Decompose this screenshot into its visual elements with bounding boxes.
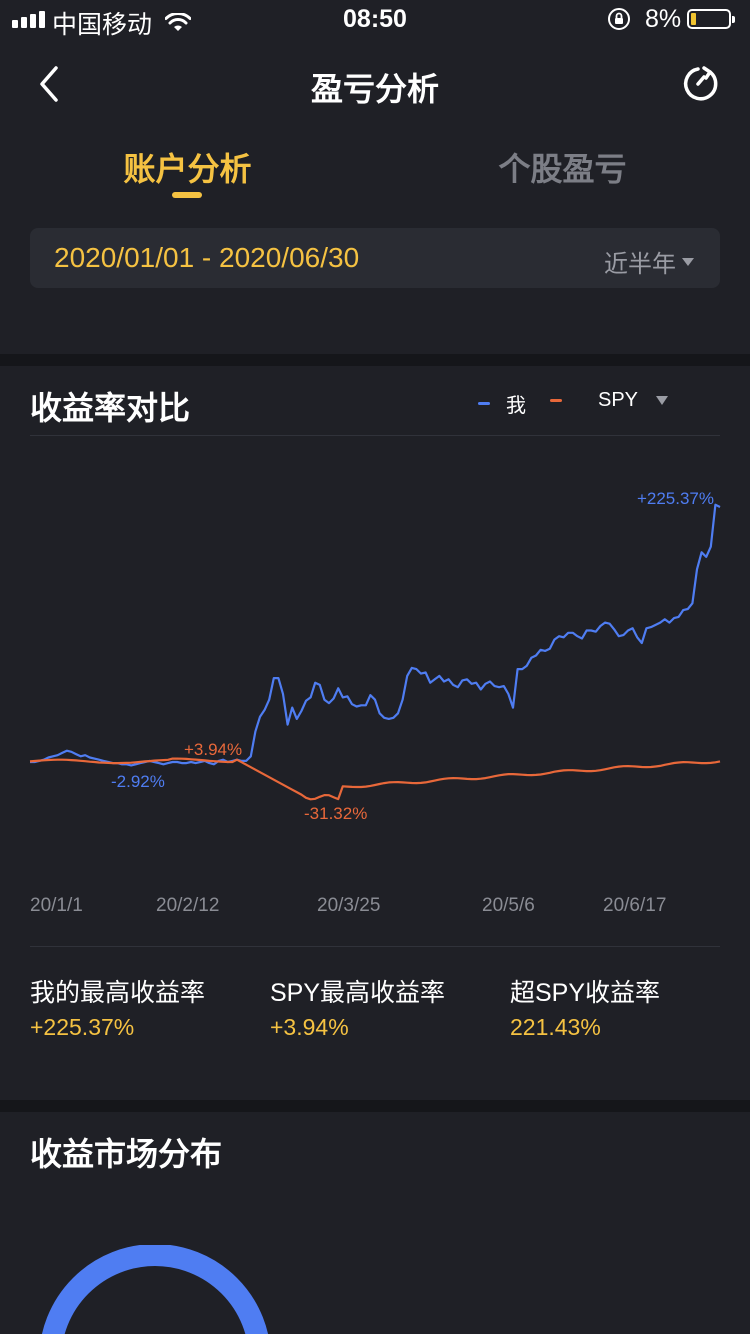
tab-account-analysis[interactable]: 账户分析 (123, 151, 252, 187)
legend-me-swatch (478, 402, 490, 405)
legend-spy[interactable]: SPY (550, 389, 669, 412)
period-dropdown[interactable]: 近半年 (604, 244, 694, 279)
back-button[interactable] (30, 64, 70, 104)
chevron-left-icon (40, 66, 58, 102)
battery-icon (687, 9, 735, 29)
x-tick-label: 20/3/25 (317, 895, 381, 916)
stat-excess-value: 221.43% (510, 1014, 601, 1040)
legend-me-label: 我 (506, 395, 526, 417)
annotation-me-min: -2.92% (111, 772, 165, 791)
tab-stock-pnl[interactable]: 个股盈亏 (498, 151, 627, 187)
chart-section-title: 收益率对比 (30, 390, 191, 426)
market-section-title: 收益市场分布 (30, 1136, 223, 1172)
legend-spy-swatch (550, 399, 562, 402)
stat-excess-label: 超SPY收益率 (510, 979, 661, 1007)
legend-me[interactable]: 我 (478, 389, 526, 418)
orientation-lock-icon (607, 7, 631, 38)
page-title: 盈亏分析 (310, 71, 439, 107)
stats-divider (30, 946, 720, 947)
stat-my-max-label: 我的最高收益率 (30, 979, 206, 1007)
status-bar: 中国移动 08:50 8% (0, 0, 750, 40)
clock: 08:50 (343, 5, 407, 33)
caret-down-icon (682, 257, 694, 266)
legend-spy-label: SPY (598, 389, 639, 411)
series-line-me (30, 503, 721, 767)
signal-icon (12, 11, 45, 28)
refresh-icon (683, 66, 718, 101)
section-divider (0, 1100, 750, 1112)
section-divider (0, 354, 750, 366)
annotation-spy-min: -31.32% (304, 804, 367, 823)
caret-down-icon (656, 396, 669, 405)
stat-my-max-value: +225.37% (30, 1014, 135, 1040)
stat-spy-max-value: +3.94% (270, 1014, 349, 1040)
date-range: 2020/01/01 - 2020/06/30 (54, 242, 360, 273)
tab-active-indicator (172, 192, 202, 198)
stat-spy-max-label: SPY最高收益率 (270, 979, 446, 1007)
wifi-icon (164, 9, 192, 40)
refresh-button[interactable] (676, 62, 720, 106)
series-line-spy (29, 757, 721, 801)
date-filter-bar[interactable]: 2020/01/01 - 2020/06/30 近半年 (30, 228, 720, 288)
x-tick-label: 20/5/6 (482, 895, 535, 916)
x-tick-label: 20/1/1 (30, 895, 83, 916)
return-comparison-chart[interactable]: +225.37% -2.92% +3.94% -31.32% (0, 440, 750, 880)
annotation-spy-max: +3.94% (184, 740, 242, 759)
x-tick-label: 20/6/17 (603, 895, 667, 916)
market-donut-chart[interactable] (40, 1245, 270, 1334)
period-label: 近半年 (604, 251, 676, 278)
chart-header-divider (30, 435, 720, 436)
annotation-me-max: +225.37% (637, 489, 714, 508)
battery-percent: 8% (645, 5, 682, 33)
x-tick-label: 20/2/12 (156, 895, 220, 916)
carrier-name: 中国移动 (52, 11, 153, 39)
